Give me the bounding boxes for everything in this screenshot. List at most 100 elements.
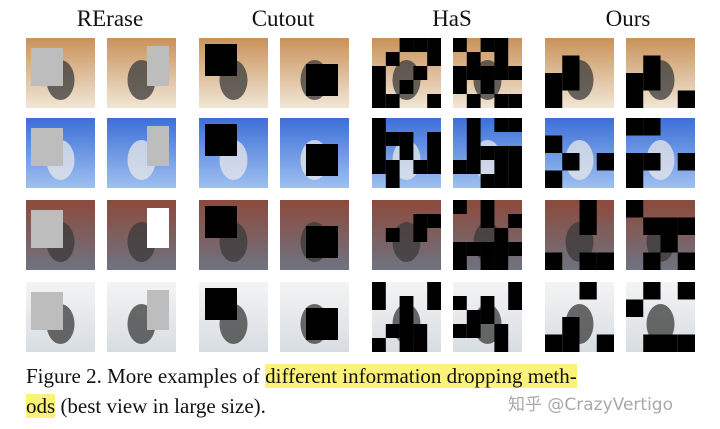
drop-cell (427, 160, 441, 174)
drop-cell (466, 310, 481, 324)
column-header: Ours (606, 6, 651, 31)
drop-cell (453, 80, 467, 94)
caption-line: Figure 2. More examples of different inf… (26, 364, 577, 389)
drop-cell (677, 153, 695, 171)
drop-cell (466, 324, 481, 338)
drop-cell (677, 334, 695, 352)
drop-cell (413, 228, 428, 242)
drop-cell (579, 282, 597, 300)
thumbnail (453, 200, 522, 270)
watermark: 知乎 @CrazyVertigo (508, 395, 674, 415)
thumbnail (626, 282, 695, 352)
drop-cell (466, 132, 481, 146)
drop-cell (626, 299, 644, 317)
drop-cell (643, 55, 661, 73)
cutout-patch (306, 64, 338, 96)
drop-cell (545, 135, 563, 153)
thumbnail (545, 38, 614, 108)
drop-cell (427, 52, 441, 66)
drop-cell (399, 80, 414, 94)
thumbnail (280, 118, 349, 188)
drop-cell (494, 94, 509, 108)
drop-cell (626, 118, 644, 136)
drop-cell (677, 90, 695, 108)
drop-cell (643, 217, 661, 235)
erase-patch (31, 128, 63, 166)
drop-cell (562, 334, 580, 352)
drop-cell (427, 132, 441, 146)
thumbnail (107, 282, 176, 352)
drop-cell (372, 146, 386, 160)
cutout-patch (306, 226, 338, 258)
thumbnail (26, 118, 95, 188)
drop-cell (626, 170, 644, 188)
drop-cell (660, 334, 678, 352)
drop-cell (480, 66, 495, 80)
drop-cell (508, 214, 522, 228)
drop-cell (545, 170, 563, 188)
drop-cell (494, 118, 509, 132)
drop-cell (494, 174, 509, 188)
erase-patch (31, 48, 63, 86)
thumbnail (280, 282, 349, 352)
drop-cell (480, 146, 495, 160)
drop-cell (643, 334, 661, 352)
drop-cell (508, 282, 522, 296)
erase-patch (147, 46, 169, 86)
drop-cell (562, 73, 580, 91)
drop-cell (385, 324, 400, 338)
drop-cell (427, 38, 441, 52)
drop-cell (399, 132, 414, 146)
drop-cell (372, 80, 386, 94)
thumbnail (372, 282, 441, 352)
drop-cell (372, 66, 386, 80)
drop-cell (660, 217, 678, 235)
drop-cell (494, 146, 509, 160)
drop-cell (579, 252, 597, 270)
thumbnail (372, 200, 441, 270)
drop-cell (677, 252, 695, 270)
drop-cell (453, 242, 467, 256)
drop-cell (660, 235, 678, 253)
drop-cell (480, 174, 495, 188)
thumbnail (626, 118, 695, 188)
drop-cell (494, 38, 509, 52)
thumbnail (453, 282, 522, 352)
drop-cell (385, 228, 400, 242)
drop-cell (372, 160, 386, 174)
drop-cell (413, 66, 428, 80)
drop-cell (643, 118, 661, 136)
drop-cell (579, 217, 597, 235)
drop-cell (626, 200, 644, 218)
drop-cell (596, 153, 614, 171)
drop-cell (453, 200, 467, 214)
thumbnail (453, 38, 522, 108)
drop-cell (626, 73, 644, 91)
thumbnail (26, 38, 95, 108)
erase-patch (147, 290, 169, 330)
drop-cell (545, 334, 563, 352)
cutout-patch (205, 288, 237, 320)
drop-cell (453, 256, 467, 270)
drop-cell (562, 153, 580, 171)
drop-cell (399, 296, 414, 310)
drop-cell (372, 118, 386, 132)
drop-cell (480, 310, 495, 324)
drop-cell (494, 228, 509, 242)
drop-cell (466, 160, 481, 174)
thumbnail (107, 118, 176, 188)
drop-cell (626, 153, 644, 171)
drop-cell (453, 66, 467, 80)
drop-cell (385, 174, 400, 188)
erase-patch (31, 292, 63, 330)
drop-cell (494, 242, 509, 256)
drop-cell (413, 324, 428, 338)
drop-cell (466, 118, 481, 132)
drop-cell (427, 214, 441, 228)
drop-cell (427, 146, 441, 160)
drop-cell (508, 296, 522, 310)
drop-cell (508, 242, 522, 256)
thumbnail (26, 282, 95, 352)
drop-cell (372, 338, 386, 352)
